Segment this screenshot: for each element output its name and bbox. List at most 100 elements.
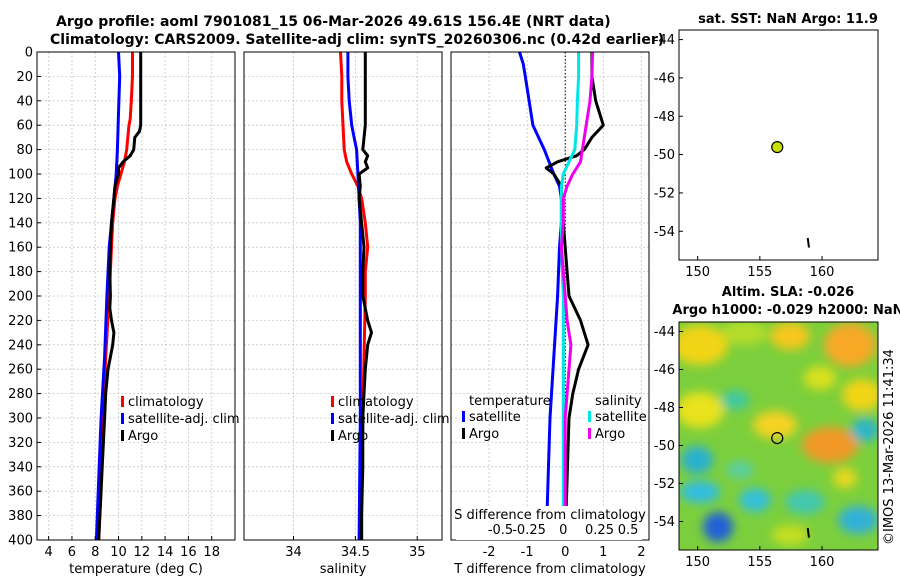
top-tick-label: -0.25 — [512, 523, 546, 538]
y-tick-label: -46 — [654, 363, 675, 378]
y-tick-label: 240 — [8, 338, 33, 353]
float-track — [806, 237, 810, 248]
map-frame — [678, 29, 879, 261]
map-frame — [678, 321, 879, 551]
series-satellite-adj-clim — [346, 52, 362, 541]
y-tick-label: -44 — [654, 33, 675, 48]
timestamp-credit: ©IMOS 13-Mar-2026 11:41:34 — [882, 349, 897, 545]
y-tick-label: 400 — [8, 534, 33, 549]
y-tick-label: -52 — [654, 186, 675, 201]
y-tick-label: 100 — [8, 168, 33, 183]
legend-swatch — [121, 396, 124, 407]
legend-swatch — [588, 428, 591, 439]
x-tick-label: 150 — [685, 265, 710, 280]
x-tick-label: 12 — [134, 545, 151, 560]
legend-swatch — [462, 428, 465, 439]
x-tick-label: 34.5 — [341, 545, 370, 560]
x-tick-label: 160 — [810, 555, 835, 570]
x-axis-label: T difference from climatology — [453, 562, 646, 577]
series-argo — [357, 52, 373, 540]
x-tick-label: 160 — [810, 265, 835, 280]
legend-label: climatology — [338, 395, 414, 410]
legend-swatch — [331, 430, 334, 441]
series-s-satellite — [559, 52, 581, 540]
y-tick-label: 20 — [16, 70, 33, 85]
x-tick-label: 6 — [68, 545, 76, 560]
argo-float-marker — [771, 141, 784, 154]
y-tick-label: 320 — [8, 436, 33, 451]
top-tick-label: 0.25 — [585, 523, 614, 538]
top-tick-label: 0.5 — [618, 523, 639, 538]
difference-panel: -2 -1 0 1 2 T difference from climatology S di… — [450, 51, 650, 577]
y-tick-label: -46 — [654, 71, 675, 86]
x-tick-label: 14 — [157, 545, 174, 560]
y-tick-label: 160 — [8, 241, 33, 256]
y-tick-label: -48 — [654, 401, 675, 416]
y-tick-label: -50 — [654, 148, 675, 163]
y-tick-label: 60 — [16, 119, 33, 134]
x-tick-label: 35 — [409, 545, 426, 560]
legend-swatch — [588, 411, 591, 422]
legend-label: satellite — [469, 410, 521, 425]
legend-label: temperature — [469, 394, 551, 409]
x-tick-label: 150 — [685, 555, 710, 570]
x-tick-label: 1 — [599, 545, 607, 560]
x-tick-label: 10 — [110, 545, 127, 560]
salinity-panel: 34 34.5 35 salinity climatology satellite-adj… — [243, 51, 450, 577]
y-tick-label: 0 — [25, 46, 33, 61]
x-tick-label: 155 — [747, 555, 772, 570]
top-tick-label: 0 — [559, 523, 567, 538]
y-tick-label: 180 — [8, 265, 33, 280]
x-tick-label: -1 — [521, 545, 534, 560]
x-axis-label: temperature (deg C) — [69, 562, 203, 577]
y-tick-label: 80 — [16, 143, 33, 158]
y-tick-label: 220 — [8, 314, 33, 329]
y-tick-label: 140 — [8, 216, 33, 231]
y-tick-label: -48 — [654, 110, 675, 125]
y-tick-label: -52 — [654, 477, 675, 492]
legend-label: satellite-adj. clim — [128, 412, 240, 427]
sst-map: -44 -46 -48 -50 -52 -54 150 155 160 — [654, 29, 879, 280]
legend-label: satellite — [595, 410, 647, 425]
series-s-argo — [559, 51, 595, 540]
legend-swatch — [121, 430, 124, 441]
x-tick-label: 4 — [45, 545, 53, 560]
sla-heatmap-field — [679, 322, 878, 550]
y-tick-label: 340 — [8, 460, 33, 475]
y-tick-label: -54 — [654, 225, 675, 240]
x-tick-label: 2 — [637, 545, 645, 560]
x-tick-label: 18 — [203, 545, 220, 560]
top-tick-label: -0.5 — [488, 523, 513, 538]
y-tick-label: 40 — [16, 94, 33, 109]
legend-label: climatology — [128, 395, 204, 410]
top-axis-bg — [456, 506, 642, 540]
sla-map-title: Altim. SLA: -0.026 — [722, 285, 854, 300]
sla-map-subtitle: Argo h1000: -0.029 h2000: NaN — [672, 303, 900, 318]
y-tick-label: 360 — [8, 485, 33, 500]
legend-label: salinity — [595, 394, 642, 409]
legend-label: Argo — [469, 427, 499, 442]
x-tick-label: -2 — [483, 545, 496, 560]
legend-swatch — [331, 413, 334, 424]
axes-frame — [243, 51, 443, 541]
y-tick-label: -44 — [654, 325, 675, 340]
y-tick-label: -54 — [654, 515, 675, 530]
y-tick-label: 260 — [8, 363, 33, 378]
legend-label: satellite-adj. clim — [338, 412, 450, 427]
y-tick-label: 380 — [8, 509, 33, 524]
legend-label: Argo — [595, 427, 625, 442]
legend-swatch — [331, 396, 334, 407]
legend-swatch — [462, 411, 465, 422]
legend-label: Argo — [128, 429, 158, 444]
sst-map-title: sat. SST: NaN Argo: 11.9 — [698, 12, 878, 27]
x-tick-label: 155 — [747, 265, 772, 280]
legend-swatch — [121, 413, 124, 424]
y-tick-label: -50 — [654, 439, 675, 454]
y-tick-label: 280 — [8, 387, 33, 402]
series-argo — [97, 52, 143, 541]
y-tick-label: 120 — [8, 192, 33, 207]
x-tick-label: 16 — [180, 545, 197, 560]
figure-title-line2: Climatology: CARS2009. Satellite-adj cli… — [50, 32, 665, 48]
